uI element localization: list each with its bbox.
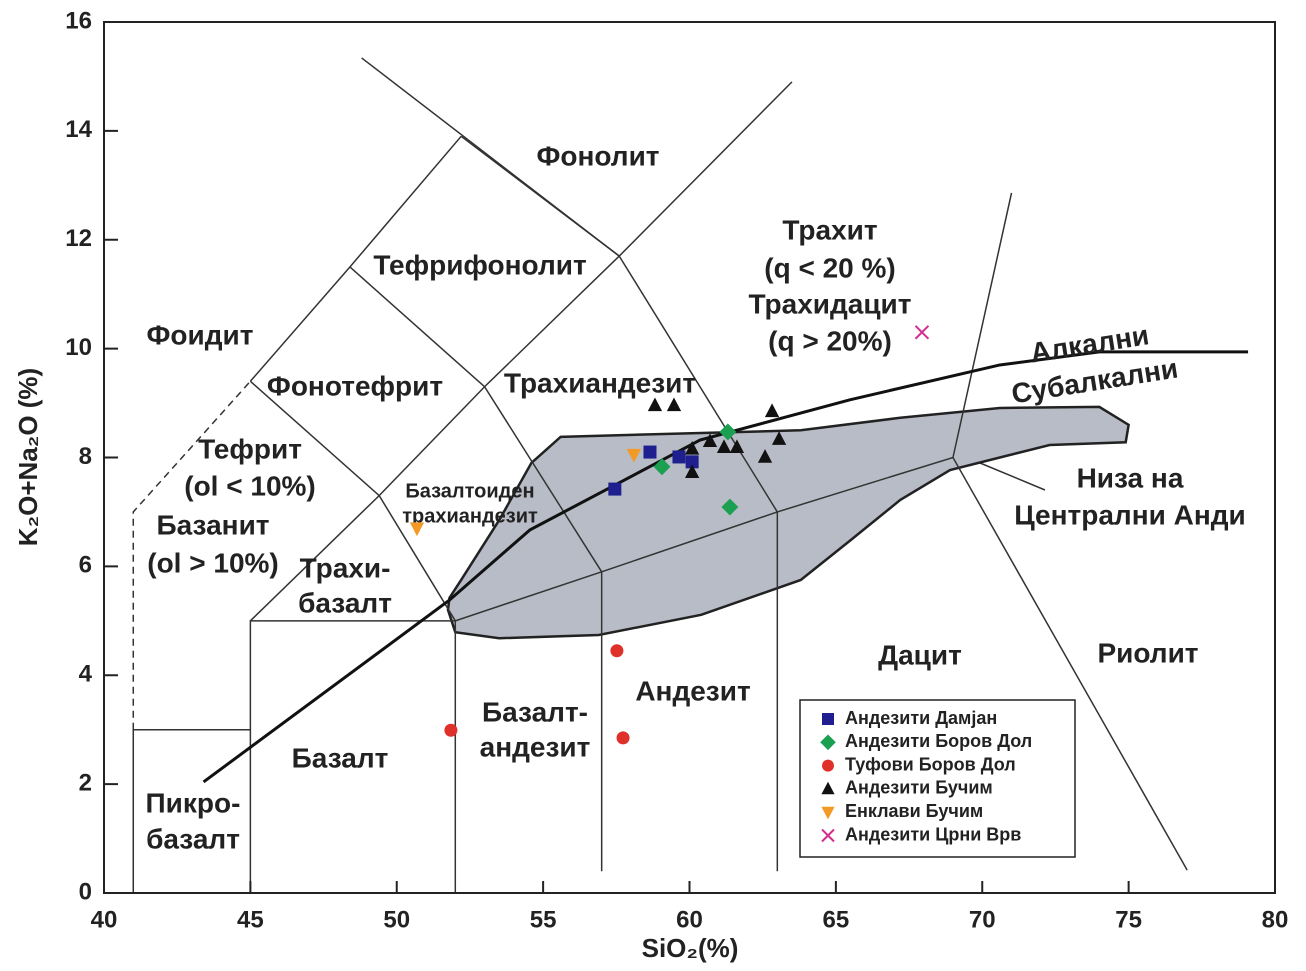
point	[643, 445, 657, 459]
point	[716, 439, 732, 454]
point	[653, 458, 671, 476]
legend-marker	[822, 713, 834, 725]
field-label: Трахиандезит	[504, 367, 696, 398]
field-boundary-dashed	[132, 380, 251, 730]
legend-marker	[821, 781, 835, 795]
y-tick-label: 14	[65, 116, 92, 143]
field-label: Фонотефрит	[267, 370, 443, 401]
field-label: Низа на	[1077, 462, 1184, 493]
point	[719, 423, 737, 441]
legend-label: Енклави Бучим	[845, 801, 983, 821]
field-boundary	[249, 135, 462, 382]
point	[409, 522, 425, 537]
point	[608, 482, 622, 496]
field-label: Фонолит	[536, 140, 659, 171]
point	[666, 397, 682, 412]
field-label: Базалтоиден	[405, 480, 534, 502]
andes-field	[446, 405, 1130, 640]
field-label: Базанит	[157, 509, 270, 540]
field-label: (q > 20%)	[768, 325, 892, 356]
point	[672, 450, 686, 464]
x-tick-label: 55	[530, 906, 557, 933]
legend-box	[799, 699, 1076, 858]
field-label: базалт	[298, 587, 392, 618]
legend-marker	[821, 806, 835, 820]
point	[764, 403, 780, 418]
field-label: Фоидит	[147, 319, 254, 350]
field-label: Пикро-	[146, 787, 241, 818]
legend-label: Туфови Боров Дол	[845, 754, 1016, 774]
point	[610, 644, 624, 658]
field-label: Трахи-	[300, 552, 391, 583]
point	[757, 449, 773, 463]
field-label: Тефрит	[198, 433, 302, 464]
point	[684, 440, 700, 455]
point	[702, 433, 718, 448]
field-label: (q < 20 %)	[764, 252, 895, 283]
point	[684, 464, 700, 479]
x-tick-label: 50	[383, 906, 410, 933]
point	[444, 723, 458, 737]
x-tick-label: 75	[1115, 906, 1142, 933]
x-tick-label: 80	[1262, 906, 1289, 933]
y-tick-label: 8	[79, 443, 92, 470]
field-label: (ol < 10%)	[184, 470, 315, 501]
field-label: Риолит	[1097, 637, 1198, 668]
y-tick-label: 6	[79, 552, 92, 579]
y-tick-label: 4	[79, 661, 93, 688]
y-tick-label: 10	[65, 334, 92, 361]
field-label: андезит	[480, 731, 591, 762]
legend-label: Андезити Боров Дол	[845, 731, 1032, 751]
field-label: Централни Анди	[1014, 499, 1245, 530]
point	[626, 448, 642, 463]
field-label: трахиандезит	[402, 505, 538, 527]
field-label: Андезит	[635, 675, 750, 706]
point	[914, 325, 930, 340]
x-tick-label: 45	[237, 906, 264, 933]
y-axis-label: K₂O+Na₂O (%)	[13, 368, 43, 546]
field-boundary	[249, 81, 793, 622]
field-label: базалт	[146, 823, 240, 854]
legend-label: Андезити Црни Врв	[845, 824, 1021, 844]
legend-marker	[821, 828, 835, 843]
point	[771, 431, 787, 445]
field-label: Базалт-	[482, 696, 588, 727]
legend-label: Андезити Дамјан	[845, 708, 997, 728]
x-tick-label: 65	[823, 906, 850, 933]
y-tick-label: 0	[79, 878, 92, 905]
point	[685, 455, 699, 469]
field-label: Тефрифонолит	[373, 249, 586, 280]
y-tick-label: 12	[65, 225, 92, 252]
legend-label: Андезити Бучим	[845, 778, 993, 798]
y-tick-label: 2	[79, 769, 92, 796]
field-label: Трахит	[782, 214, 877, 245]
point	[721, 498, 739, 516]
field-label: Трахидацит	[749, 288, 912, 319]
x-tick-label: 40	[91, 906, 118, 933]
field-label: Базалт	[292, 742, 389, 773]
x-axis-label: SiO₂(%)	[642, 933, 739, 963]
y-tick-label: 16	[65, 7, 92, 34]
field-label: Дацит	[878, 639, 962, 670]
x-tick-label: 60	[676, 906, 703, 933]
field-boundary	[952, 192, 1013, 458]
alkaline-line	[202, 350, 1249, 784]
field-boundary	[361, 57, 620, 257]
point	[729, 439, 745, 454]
point	[616, 731, 630, 745]
legend-marker	[820, 734, 836, 751]
x-tick-label: 70	[969, 906, 996, 933]
field-label: (ol > 10%)	[147, 547, 278, 578]
legend-marker	[822, 759, 834, 772]
point	[647, 397, 663, 412]
